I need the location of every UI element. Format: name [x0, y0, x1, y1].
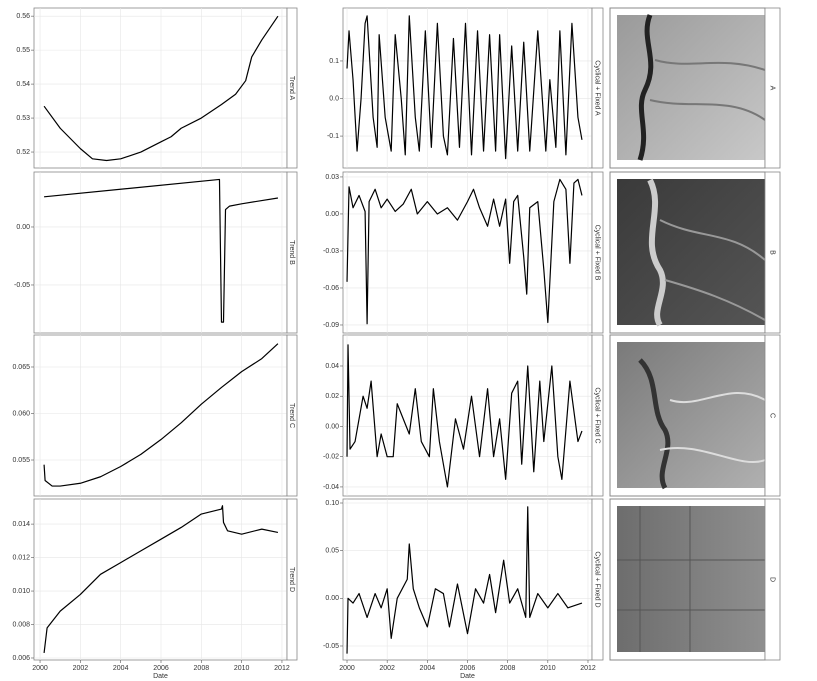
y-tick-label: -0.05 [323, 643, 339, 650]
y-tick-label: 0.065 [12, 364, 30, 371]
x-tick-label: 2008 [194, 665, 210, 672]
x-tick-label: 2012 [274, 665, 290, 672]
strip-label: Trend C [288, 403, 295, 428]
x-tick-label: 2000 [32, 665, 48, 672]
series-line [346, 178, 583, 325]
image-feature [638, 358, 671, 490]
strip [764, 498, 781, 661]
strip [764, 7, 781, 169]
y-tick-label: 0.006 [12, 655, 30, 662]
series-line [43, 505, 279, 654]
plot-panel [33, 498, 288, 661]
series-line [346, 506, 583, 654]
plot-panel [33, 171, 288, 334]
y-tick-label: 0.55 [16, 47, 30, 54]
x-tick-label: 2004 [420, 665, 436, 672]
y-tick-label: 0.02 [325, 393, 339, 400]
series-line [346, 344, 583, 488]
y-tick-label: 0.53 [16, 115, 30, 122]
y-tick-label: -0.03 [323, 248, 339, 255]
plot-panel [33, 7, 288, 169]
y-tick-label: 0.00 [16, 224, 30, 231]
strip-label: A [769, 86, 776, 91]
y-tick-label: 0.04 [325, 363, 339, 370]
strip [591, 7, 604, 169]
y-tick-label: -0.09 [323, 322, 339, 329]
x-tick-label: 2010 [540, 665, 556, 672]
strip-label: Cyclical + Fixed D [594, 551, 601, 607]
y-tick-label: 0.54 [16, 81, 30, 88]
image [617, 342, 765, 488]
x-axis-label: Date [460, 673, 475, 680]
strip [764, 171, 781, 334]
image-feature [659, 391, 766, 463]
strip [286, 7, 298, 169]
x-tick-label: 2008 [500, 665, 516, 672]
x-tick-label: 2002 [73, 665, 89, 672]
image [617, 506, 765, 652]
strip [764, 334, 781, 497]
x-tick-label: 2004 [113, 665, 129, 672]
y-tick-label: -0.04 [323, 484, 339, 491]
strip-label: Cyclical + Fixed A [594, 60, 601, 116]
y-tick-label: 0.010 [12, 588, 30, 595]
image-feature [659, 219, 766, 321]
image-feature [647, 178, 666, 327]
strip-label: Trend A [288, 76, 295, 101]
plot-panel [33, 334, 288, 497]
strip [286, 498, 298, 661]
strip [286, 171, 298, 334]
strip-label: Cyclical + Fixed C [594, 387, 601, 443]
y-tick-label: -0.1 [327, 133, 339, 140]
x-axis-label: Date [153, 673, 168, 680]
image [617, 15, 765, 160]
strip [591, 334, 604, 497]
strip-label: C [769, 413, 776, 418]
strip [286, 334, 298, 497]
y-tick-label: 0.00 [325, 211, 339, 218]
y-tick-label: 0.52 [16, 149, 30, 156]
series-line [44, 178, 279, 323]
y-tick-label: -0.05 [14, 282, 30, 289]
image-panels [609, 7, 766, 661]
x-tick-label: 2012 [580, 665, 596, 672]
y-tick-label: 0.10 [325, 500, 339, 507]
strip-label: Trend D [288, 567, 295, 592]
strip-label: Cyclical + Fixed B [594, 225, 601, 281]
y-tick-label: -0.06 [323, 285, 339, 292]
x-tick-label: 2006 [460, 665, 476, 672]
image-feature [649, 59, 766, 121]
x-tick-label: 2006 [153, 665, 169, 672]
series-line [43, 343, 279, 487]
y-tick-label: 0.03 [325, 174, 339, 181]
y-tick-label: 0.012 [12, 554, 30, 561]
y-tick-label: 0.055 [12, 457, 30, 464]
strip-label: D [769, 577, 776, 582]
y-tick-label: 0.008 [12, 621, 30, 628]
y-tick-label: 0.1 [329, 58, 339, 65]
x-tick-label: 2002 [379, 665, 395, 672]
image [617, 179, 765, 325]
image-feature [617, 506, 765, 652]
image-feature [637, 14, 654, 161]
y-tick-label: 0.014 [12, 521, 30, 528]
y-tick-label: 0.00 [325, 595, 339, 602]
y-tick-label: 0.56 [16, 13, 30, 20]
strip [591, 171, 604, 334]
y-tick-label: 0.0 [329, 95, 339, 102]
y-tick-label: -0.02 [323, 454, 339, 461]
x-tick-label: 2010 [234, 665, 250, 672]
series-line [346, 15, 583, 160]
y-tick-label: 0.05 [325, 548, 339, 555]
strip-label: Trend B [288, 240, 295, 265]
series-line [43, 15, 279, 162]
y-tick-label: 0.00 [325, 423, 339, 430]
y-tick-label: 0.060 [12, 410, 30, 417]
strip [591, 498, 604, 661]
x-tick-label: 2000 [339, 665, 355, 672]
strip-label: B [769, 250, 776, 255]
